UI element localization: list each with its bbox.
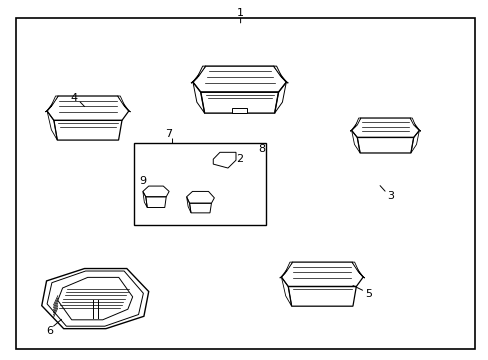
Text: 9: 9 <box>139 176 145 186</box>
Polygon shape <box>118 96 130 112</box>
Polygon shape <box>349 118 360 131</box>
Text: 4: 4 <box>71 93 78 103</box>
Text: 2: 2 <box>236 154 243 163</box>
Polygon shape <box>231 108 247 113</box>
Polygon shape <box>279 262 292 278</box>
Text: 5: 5 <box>364 289 371 299</box>
Polygon shape <box>409 118 420 131</box>
Text: 8: 8 <box>258 144 264 154</box>
Polygon shape <box>191 66 205 83</box>
Polygon shape <box>351 262 364 278</box>
Polygon shape <box>273 66 287 83</box>
Polygon shape <box>45 96 58 112</box>
Bar <box>134 143 266 225</box>
Text: 1: 1 <box>237 8 244 18</box>
Text: 6: 6 <box>46 326 53 336</box>
Text: 3: 3 <box>386 191 393 201</box>
Text: 7: 7 <box>165 129 172 139</box>
